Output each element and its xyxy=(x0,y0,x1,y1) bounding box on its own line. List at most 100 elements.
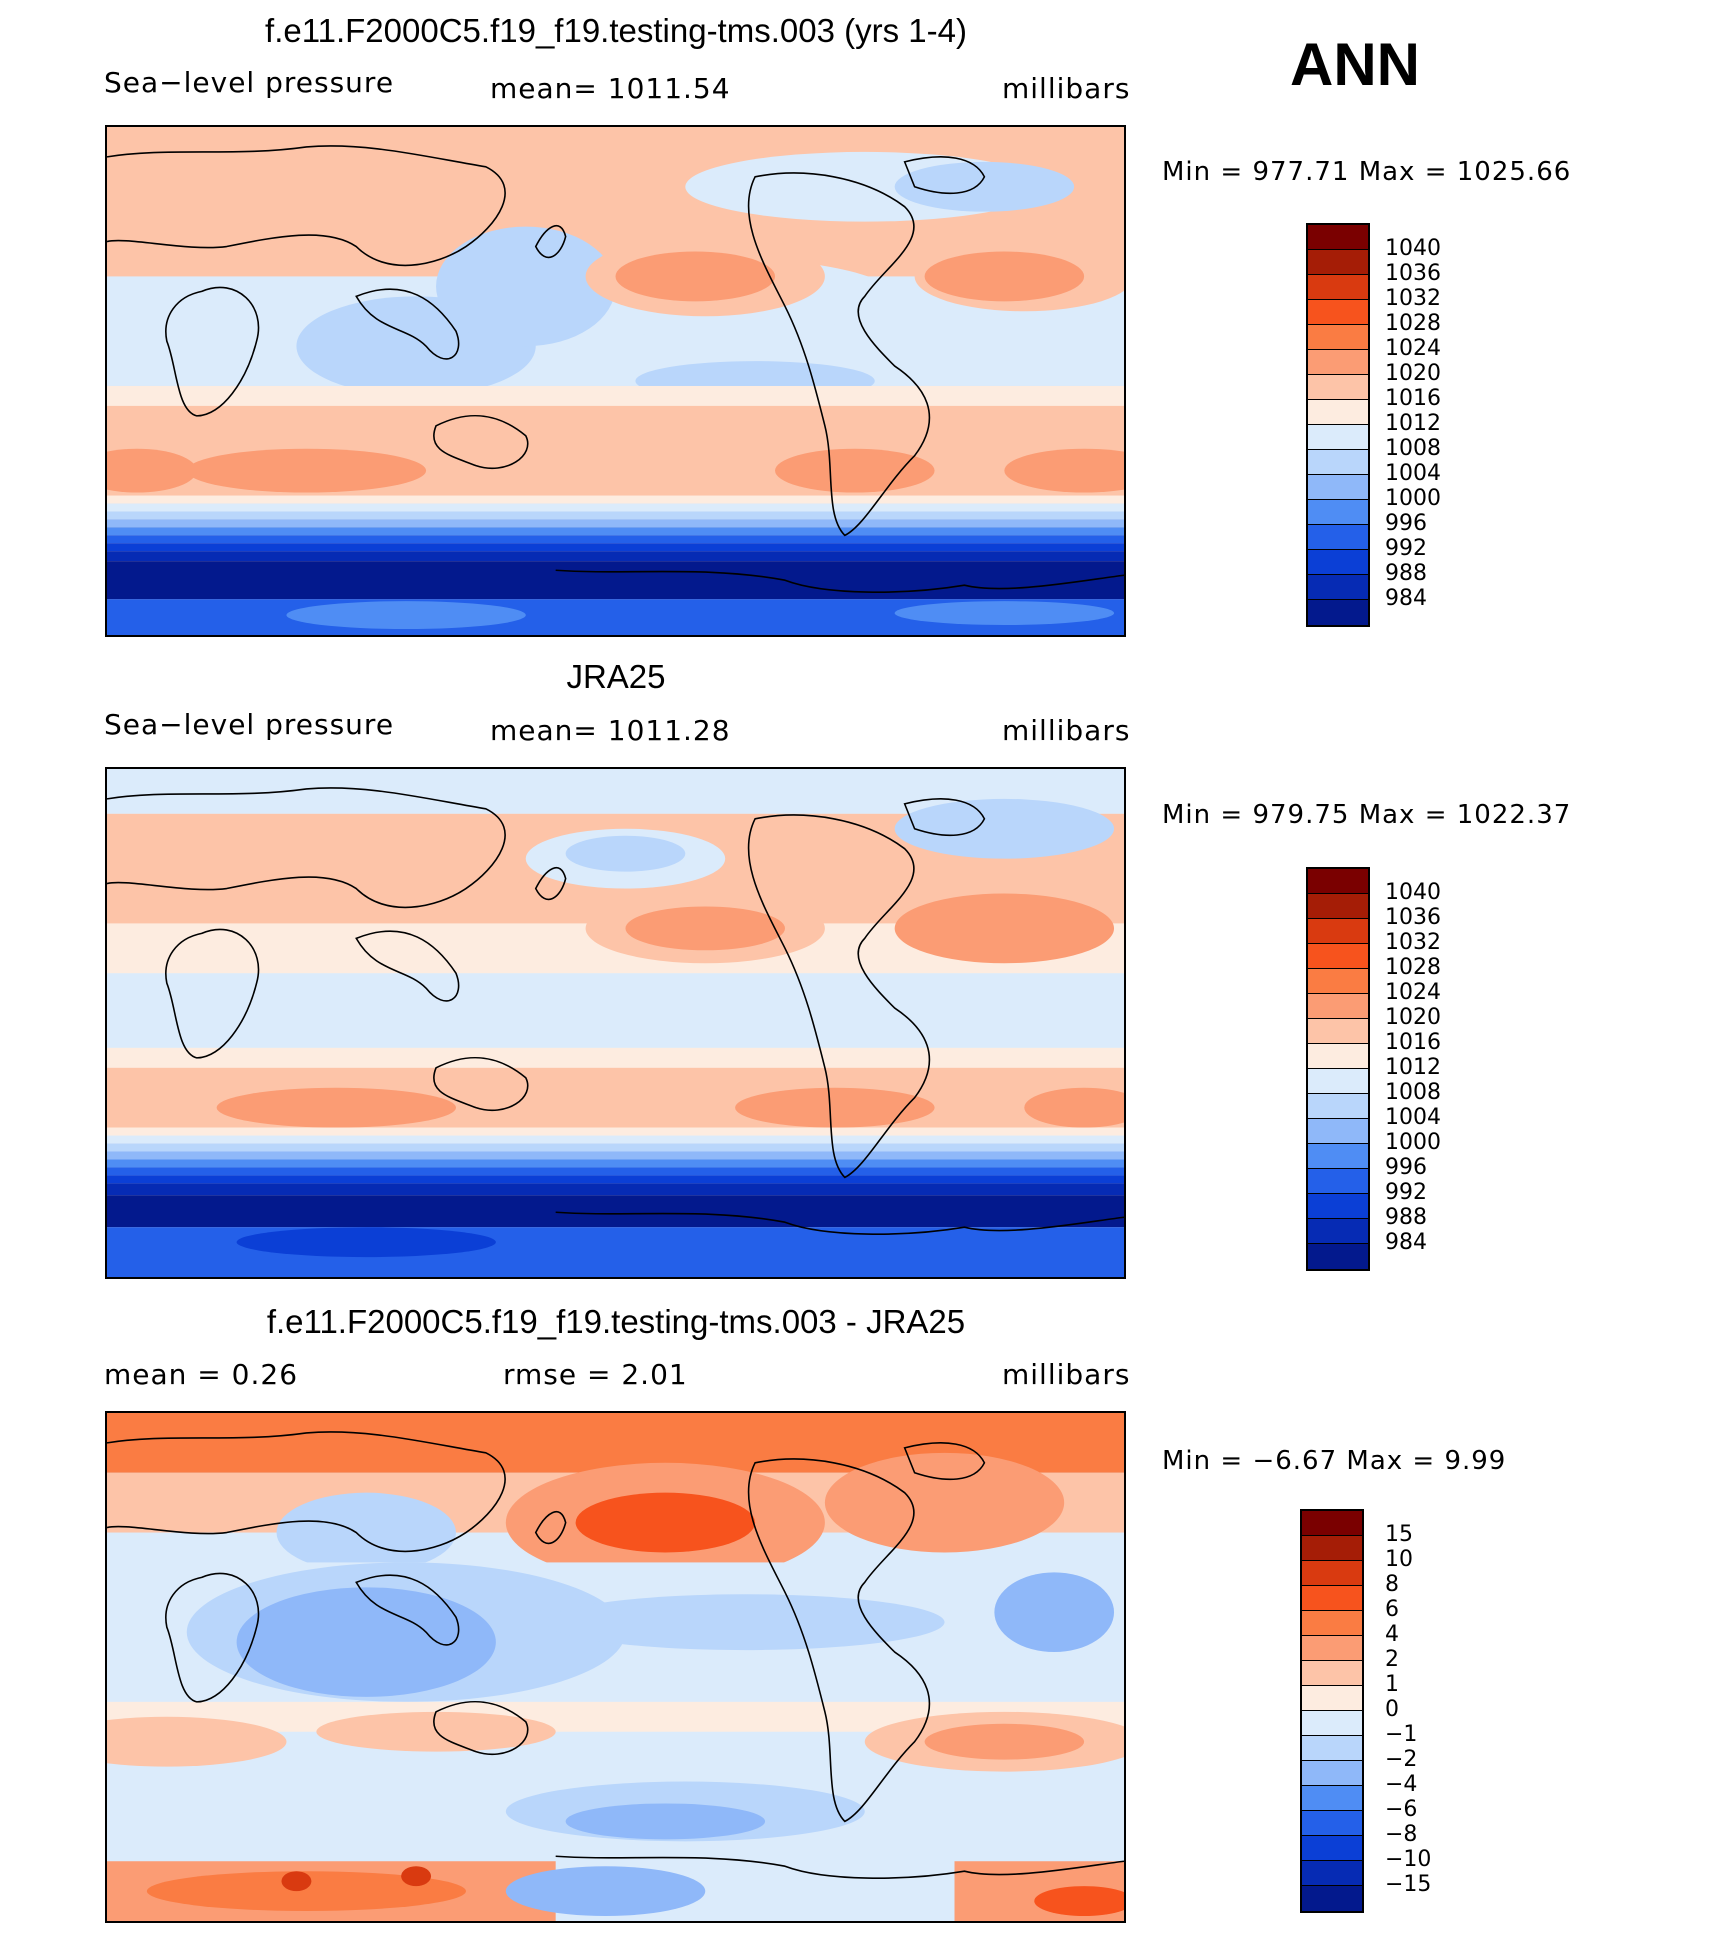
colorbar-tick-label: 10 xyxy=(1385,1547,1413,1572)
colorbar-tick-label: 988 xyxy=(1385,561,1427,586)
colorbar-swatch xyxy=(1308,550,1368,575)
colorbar-swatch xyxy=(1308,1094,1368,1119)
season-label: ANN xyxy=(1290,31,1420,98)
colorbar-swatch xyxy=(1308,1194,1368,1219)
panel-3-map-svg xyxy=(107,1413,1124,1921)
colorbar-swatch xyxy=(1308,1219,1368,1244)
colorbar-tick-label: 0 xyxy=(1385,1697,1399,1722)
colorbar-tick-label: 988 xyxy=(1385,1205,1427,1230)
colorbar-tick-label: 1020 xyxy=(1385,1005,1441,1030)
colorbar-swatch xyxy=(1308,575,1368,600)
colorbar-tick-label: 4 xyxy=(1385,1622,1399,1647)
colorbar-tick-label: 984 xyxy=(1385,1230,1427,1255)
colorbar-tick-label: 1028 xyxy=(1385,955,1441,980)
colorbar-tick-label: −10 xyxy=(1385,1847,1432,1872)
colorbar-swatch xyxy=(1308,1144,1368,1169)
colorbar-tick-label: −2 xyxy=(1385,1747,1418,1772)
colorbar-swatch xyxy=(1308,1119,1368,1144)
colorbar-tick-label: 996 xyxy=(1385,1155,1427,1180)
colorbar-swatch xyxy=(1308,325,1368,350)
panel-2-units: millibars xyxy=(1002,714,1131,747)
panel-3-rmse: rmse = 2.01 xyxy=(503,1358,688,1391)
colorbar-tick-label: 1028 xyxy=(1385,311,1441,336)
colorbar-tick-label: 1024 xyxy=(1385,980,1441,1005)
colorbar-swatch xyxy=(1302,1661,1362,1686)
panel-3-colorbar xyxy=(1300,1509,1364,1913)
panel-3-units: millibars xyxy=(1002,1358,1131,1391)
panel-1-map-svg xyxy=(107,127,1124,635)
colorbar-tick-label: 1008 xyxy=(1385,1080,1441,1105)
colorbar-swatch xyxy=(1302,1636,1362,1661)
colorbar-tick-label: 2 xyxy=(1385,1647,1399,1672)
colorbar-swatch xyxy=(1302,1836,1362,1861)
colorbar-swatch xyxy=(1308,475,1368,500)
colorbar-swatch xyxy=(1308,350,1368,375)
panel-3-coastlines xyxy=(107,1431,1124,1879)
colorbar-tick-label: 1000 xyxy=(1385,486,1441,511)
colorbar-tick-label: 1000 xyxy=(1385,1130,1441,1155)
colorbar-tick-label: 8 xyxy=(1385,1572,1399,1597)
colorbar-swatch xyxy=(1308,450,1368,475)
colorbar-tick-label: 1036 xyxy=(1385,261,1441,286)
colorbar-swatch xyxy=(1308,600,1368,625)
colorbar-tick-label: 1024 xyxy=(1385,336,1441,361)
colorbar-swatch xyxy=(1308,919,1368,944)
colorbar-swatch xyxy=(1308,994,1368,1019)
colorbar-tick-label: 996 xyxy=(1385,511,1427,536)
colorbar-swatch xyxy=(1302,1861,1362,1886)
colorbar-swatch xyxy=(1302,1536,1362,1561)
colorbar-tick-label: 984 xyxy=(1385,586,1427,611)
colorbar-swatch xyxy=(1308,250,1368,275)
colorbar-tick-label: −1 xyxy=(1385,1722,1418,1747)
colorbar-swatch xyxy=(1308,1044,1368,1069)
panel-1-units: millibars xyxy=(1002,72,1131,105)
panel-1-coastlines xyxy=(107,145,1124,593)
panel-1-minmax: Min = 977.71 Max = 1025.66 xyxy=(1162,157,1572,187)
colorbar-tick-label: 1012 xyxy=(1385,1055,1441,1080)
colorbar-swatch xyxy=(1308,894,1368,919)
colorbar-swatch xyxy=(1308,1169,1368,1194)
panel-2-map-svg xyxy=(107,769,1124,1277)
colorbar-swatch xyxy=(1302,1886,1362,1911)
colorbar-swatch xyxy=(1302,1736,1362,1761)
colorbar-tick-label: 1008 xyxy=(1385,436,1441,461)
colorbar-swatch xyxy=(1308,300,1368,325)
colorbar-tick-label: −6 xyxy=(1385,1797,1418,1822)
panel-1-variable: Sea−level pressure xyxy=(104,66,395,99)
colorbar-swatch xyxy=(1308,225,1368,250)
colorbar-swatch xyxy=(1308,400,1368,425)
panel-1-colorbar xyxy=(1306,223,1370,627)
colorbar-tick-label: 1040 xyxy=(1385,880,1441,905)
colorbar-tick-label: 15 xyxy=(1385,1522,1413,1547)
colorbar-tick-label: 1040 xyxy=(1385,236,1441,261)
colorbar-swatch xyxy=(1308,944,1368,969)
colorbar-tick-label: −15 xyxy=(1385,1872,1432,1897)
colorbar-swatch xyxy=(1302,1561,1362,1586)
colorbar-tick-label: 992 xyxy=(1385,536,1427,561)
panel-2-minmax: Min = 979.75 Max = 1022.37 xyxy=(1162,800,1572,830)
colorbar-swatch xyxy=(1308,525,1368,550)
colorbar-swatch xyxy=(1302,1811,1362,1836)
panel-2-colorbar xyxy=(1306,867,1370,1271)
panel-2-map xyxy=(105,767,1126,1279)
colorbar-tick-label: 1004 xyxy=(1385,1105,1441,1130)
colorbar-swatch xyxy=(1308,1069,1368,1094)
colorbar-tick-label: 1004 xyxy=(1385,461,1441,486)
colorbar-tick-label: 1 xyxy=(1385,1672,1399,1697)
panel-1-title: f.e11.F2000C5.f19_f19.testing-tms.003 (y… xyxy=(265,12,967,49)
colorbar-swatch xyxy=(1308,275,1368,300)
panel-2-title: JRA25 xyxy=(566,658,666,695)
panel-3-map xyxy=(105,1411,1126,1923)
colorbar-swatch xyxy=(1308,500,1368,525)
panel-2-mean: mean= 1011.28 xyxy=(490,714,731,747)
colorbar-tick-label: 1020 xyxy=(1385,361,1441,386)
colorbar-tick-label: 1036 xyxy=(1385,905,1441,930)
colorbar-tick-label: 992 xyxy=(1385,1180,1427,1205)
colorbar-swatch xyxy=(1308,425,1368,450)
colorbar-tick-label: 1012 xyxy=(1385,411,1441,436)
colorbar-tick-label: −8 xyxy=(1385,1822,1418,1847)
colorbar-tick-label: −4 xyxy=(1385,1772,1418,1797)
colorbar-swatch xyxy=(1308,969,1368,994)
colorbar-swatch xyxy=(1302,1786,1362,1811)
panel-3-minmax: Min = −6.67 Max = 9.99 xyxy=(1162,1446,1507,1476)
